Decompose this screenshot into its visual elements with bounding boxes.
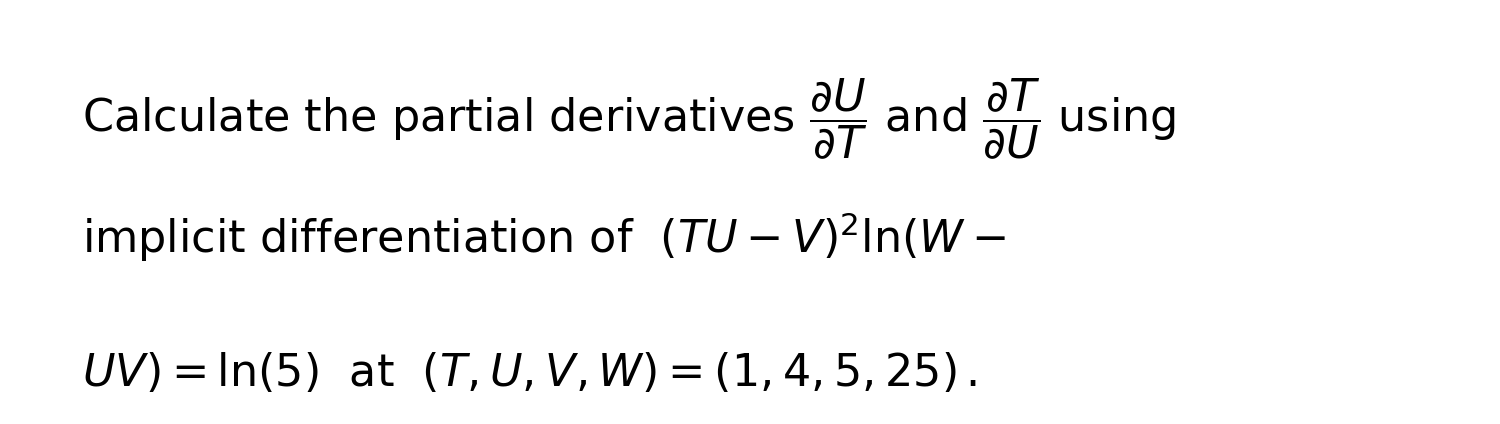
Text: Calculate the partial derivatives $\dfrac{\partial U}{\partial T}$ and $\dfrac{\: Calculate the partial derivatives $\dfra… <box>82 76 1176 162</box>
Text: $UV) = \ln(5)$  at  $(T, U, V, W) = (1, 4, 5, 25)\,.$: $UV) = \ln(5)$ at $(T, U, V, W) = (1, 4,… <box>82 351 978 395</box>
Text: implicit differentiation of  $(TU-V)^2\ln(W-$: implicit differentiation of $(TU-V)^2\ln… <box>82 211 1006 264</box>
